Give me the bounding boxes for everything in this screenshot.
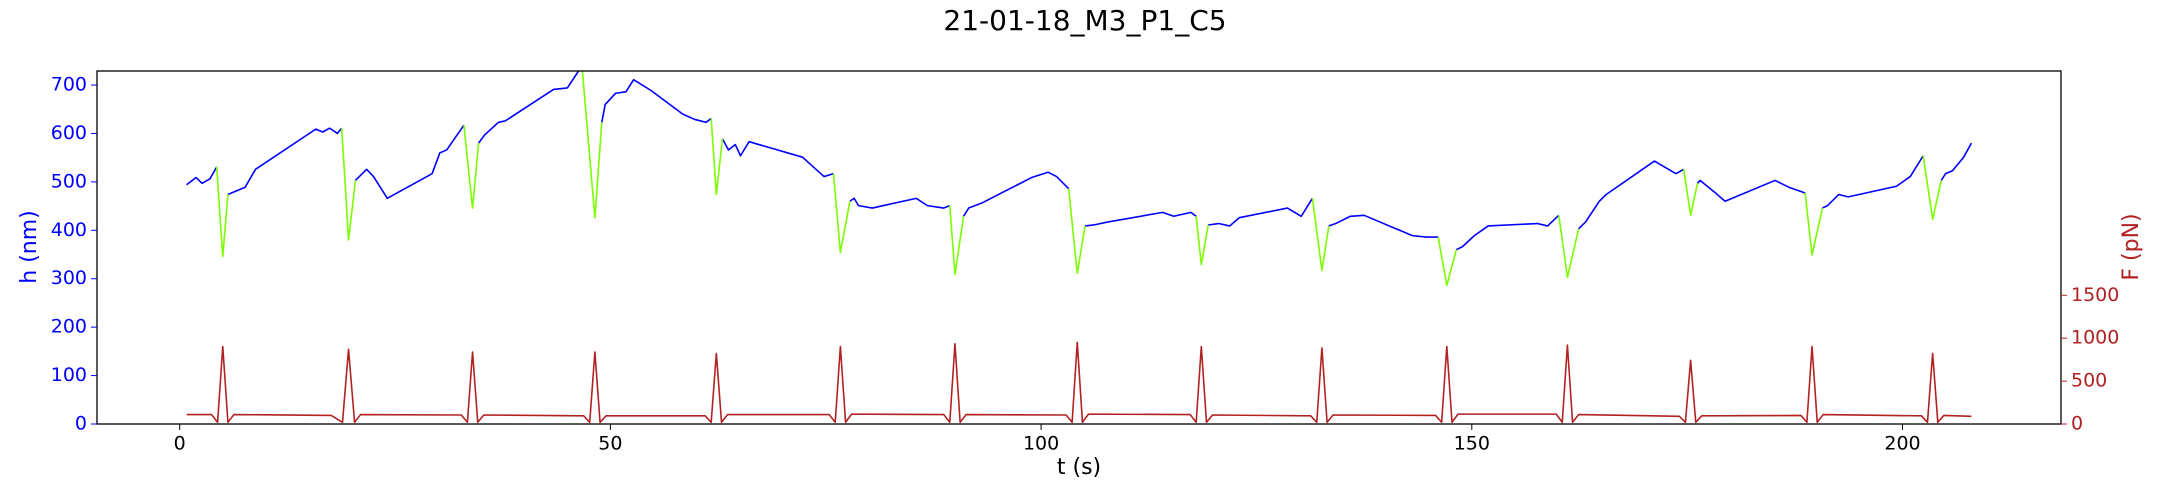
y-tick-label: 700 — [51, 74, 87, 96]
y-tick-label: 100 — [51, 364, 87, 386]
y2-tick-label: 0 — [2071, 413, 2083, 435]
data-line — [186, 341, 1972, 424]
x-tick-label: 150 — [1454, 433, 1490, 455]
axes-frame — [96, 70, 2062, 425]
y-axis-label: h (nm) — [17, 210, 42, 283]
x-axis-label: t (s) — [1057, 455, 1101, 480]
plot-area — [186, 71, 1973, 424]
x-tick-label: 100 — [1023, 433, 1059, 455]
y2-tick-label: 500 — [2071, 370, 2107, 392]
chart-title: 21-01-18_M3_P1_C5 — [943, 4, 1226, 37]
y2-tick-label: 1500 — [2071, 284, 2119, 306]
y2-tick-label: 1000 — [2071, 327, 2119, 349]
x-tick-label: 0 — [174, 433, 186, 455]
x-tick-label: 200 — [1884, 433, 1920, 455]
data-line — [186, 71, 1973, 251]
y-tick-label: 200 — [51, 316, 87, 338]
x-tick-label: 50 — [598, 433, 622, 455]
y-tick-label: 500 — [51, 170, 87, 192]
y-tick-label: 600 — [51, 122, 87, 144]
y-tick-label: 400 — [51, 219, 87, 241]
y2-axis-label: F (pN) — [2119, 213, 2144, 280]
y-tick-label: 0 — [75, 413, 87, 435]
data-line — [215, 71, 1943, 287]
y-tick-label: 300 — [51, 267, 87, 289]
